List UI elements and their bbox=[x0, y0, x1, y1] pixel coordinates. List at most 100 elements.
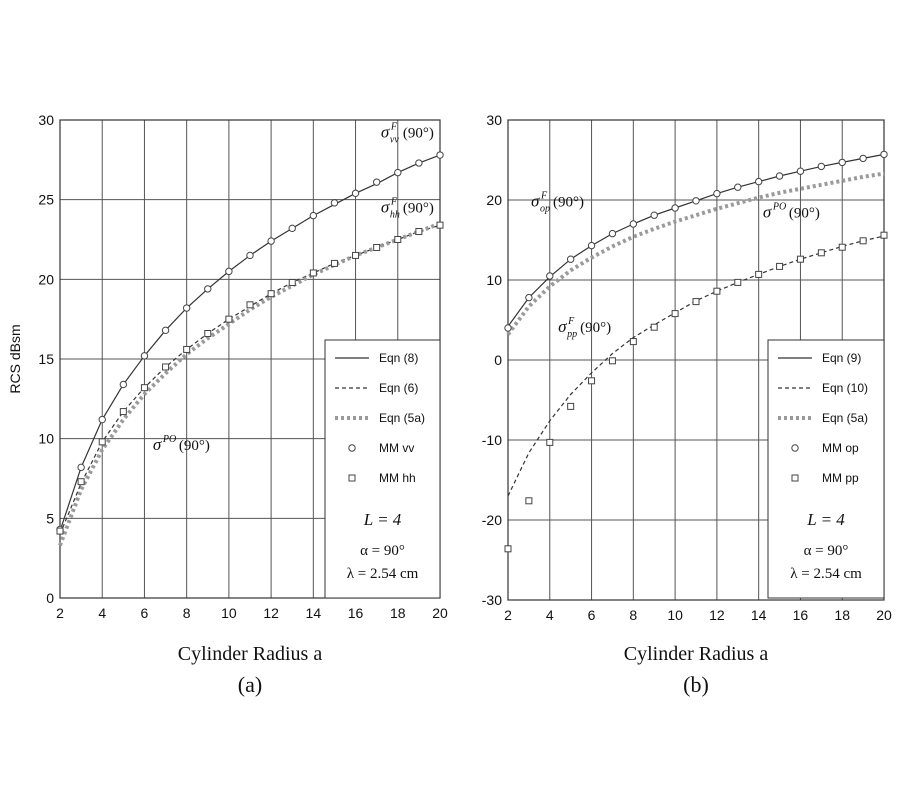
annotation-symbol: σ bbox=[763, 203, 772, 222]
curve-annotation: σ Fhh (90°) bbox=[381, 196, 434, 220]
data-point-square bbox=[880, 231, 888, 239]
param-alpha: α = 90° bbox=[360, 543, 405, 559]
x-tick-label: 4 bbox=[98, 605, 106, 621]
annotation-superscript: F bbox=[567, 316, 575, 327]
data-point-square bbox=[755, 270, 763, 278]
data-point-square bbox=[504, 545, 512, 553]
data-point-square bbox=[415, 228, 423, 236]
param-alpha: α = 90° bbox=[804, 543, 849, 559]
data-point-circle bbox=[140, 352, 149, 360]
data-point-circle bbox=[415, 159, 423, 167]
x-axis-title: Cylinder Radius a bbox=[624, 643, 769, 665]
curve-annotation: σ Fop (90°) bbox=[531, 190, 584, 214]
data-point-square bbox=[373, 243, 381, 251]
annotation-argument: (90°) bbox=[580, 320, 611, 336]
legend-swatch-circle bbox=[791, 444, 799, 452]
x-tick-label: 20 bbox=[432, 605, 448, 621]
x-tick-label: 10 bbox=[221, 605, 237, 621]
data-point-circle bbox=[119, 380, 128, 389]
data-point-circle bbox=[182, 304, 191, 312]
y-tick-label: 0 bbox=[46, 590, 54, 606]
data-point-circle bbox=[436, 151, 444, 159]
annotation-symbol: σ bbox=[558, 317, 567, 336]
data-point-square bbox=[567, 402, 575, 410]
data-point-circle bbox=[267, 237, 275, 245]
x-tick-label: 12 bbox=[709, 607, 725, 623]
data-point-circle bbox=[330, 199, 339, 207]
data-point-square bbox=[838, 243, 846, 251]
data-point-circle bbox=[650, 211, 658, 219]
annotation-subscript: pp bbox=[566, 329, 577, 340]
data-point-circle bbox=[587, 241, 596, 250]
legend-label: Eqn (10) bbox=[822, 381, 868, 395]
x-tick-label: 6 bbox=[588, 607, 596, 623]
legend-label: MM hh bbox=[379, 471, 416, 485]
annotation-argument: (90°) bbox=[789, 206, 820, 222]
data-point-circle bbox=[246, 251, 254, 260]
data-point-circle bbox=[288, 224, 296, 233]
annotation-argument: (90°) bbox=[179, 438, 210, 454]
data-point-square bbox=[267, 290, 275, 298]
x-tick-label: 10 bbox=[667, 607, 683, 623]
annotation-symbol: σ bbox=[153, 435, 162, 454]
data-point-square bbox=[352, 251, 360, 259]
data-point-square bbox=[246, 301, 254, 309]
data-point-square bbox=[204, 330, 212, 338]
data-point-circle bbox=[859, 154, 867, 163]
data-point-circle bbox=[754, 177, 763, 186]
data-point-square bbox=[309, 269, 317, 277]
annotation-superscript: F bbox=[390, 196, 398, 207]
legend-swatch-square bbox=[791, 474, 799, 482]
data-point-square bbox=[525, 497, 533, 505]
data-point-square bbox=[671, 310, 679, 318]
data-point-circle bbox=[204, 285, 212, 293]
data-point-circle bbox=[372, 178, 381, 186]
x-tick-label: 14 bbox=[751, 607, 767, 623]
data-point-square bbox=[859, 237, 867, 245]
data-point-circle bbox=[225, 267, 233, 276]
data-point-circle bbox=[525, 293, 533, 302]
legend-label: MM pp bbox=[822, 471, 859, 485]
y-tick-label: 5 bbox=[46, 510, 54, 526]
x-tick-label: 8 bbox=[629, 607, 637, 623]
data-point-square bbox=[288, 279, 296, 287]
curve-annotation: σ Fpp (90°) bbox=[558, 316, 611, 340]
annotation-argument: (90°) bbox=[403, 126, 434, 142]
data-point-circle bbox=[692, 197, 700, 205]
x-tick-label: 12 bbox=[263, 605, 279, 621]
legend-label: MM op bbox=[822, 441, 859, 455]
data-point-circle bbox=[98, 415, 106, 424]
annotation-subscript: vv bbox=[390, 135, 399, 146]
legend-label: Eqn (5a) bbox=[822, 411, 868, 425]
param-L: L = 4 bbox=[363, 510, 402, 529]
annotation-superscript: F bbox=[390, 122, 398, 133]
data-point-circle bbox=[734, 183, 742, 191]
x-tick-label: 2 bbox=[56, 605, 64, 621]
legend-box bbox=[767, 339, 885, 599]
series-line bbox=[506, 171, 885, 336]
annotation-superscript: F bbox=[540, 190, 548, 201]
panel-label: (b) bbox=[683, 672, 709, 697]
data-point-circle bbox=[394, 168, 402, 177]
y-tick-label: 15 bbox=[38, 351, 54, 367]
data-point-square bbox=[394, 236, 402, 243]
annotation-subscript: hh bbox=[390, 209, 400, 220]
x-tick-label: 16 bbox=[793, 607, 809, 623]
legend-label: MM vv bbox=[379, 441, 414, 455]
param-lambda: λ = 2.54 cm bbox=[790, 566, 862, 582]
data-point-square bbox=[119, 408, 127, 416]
data-point-square bbox=[225, 315, 233, 323]
legend-label: Eqn (8) bbox=[379, 351, 418, 365]
annotation-symbol: σ bbox=[531, 191, 540, 210]
data-point-square bbox=[650, 323, 658, 331]
y-axis-title: RCS dBsm bbox=[7, 324, 23, 393]
data-point-circle bbox=[161, 326, 170, 335]
annotation-symbol: σ bbox=[381, 123, 390, 142]
x-axis-title: Cylinder Radius a bbox=[178, 643, 323, 665]
series-line bbox=[507, 235, 885, 497]
data-point-square bbox=[98, 438, 106, 446]
data-point-square bbox=[330, 259, 338, 267]
annotation-symbol: σ bbox=[381, 197, 390, 216]
y-tick-label: 20 bbox=[486, 192, 502, 208]
